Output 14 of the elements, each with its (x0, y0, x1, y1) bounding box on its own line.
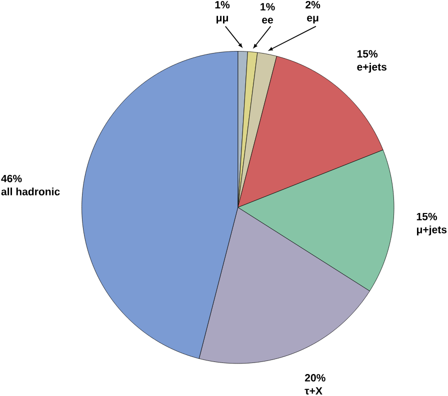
data-label: 15% (357, 50, 378, 58)
slice-label: eμ (307, 16, 318, 24)
data-label: 46% (1, 175, 22, 183)
slice-label: all hadronic (1, 188, 60, 196)
data-label: 1% (215, 1, 230, 9)
slice-label: μ+jets (416, 226, 447, 236)
slice-label: τ+X (304, 387, 322, 395)
slice-label: ee (262, 18, 274, 24)
data-label: 15% (416, 213, 438, 221)
data-label: 1% (260, 3, 275, 11)
slice-label: e+jets (357, 63, 387, 73)
data-label: 2% (306, 1, 320, 9)
data-label: 20% (304, 374, 326, 382)
slice-label: μμ (216, 16, 228, 24)
